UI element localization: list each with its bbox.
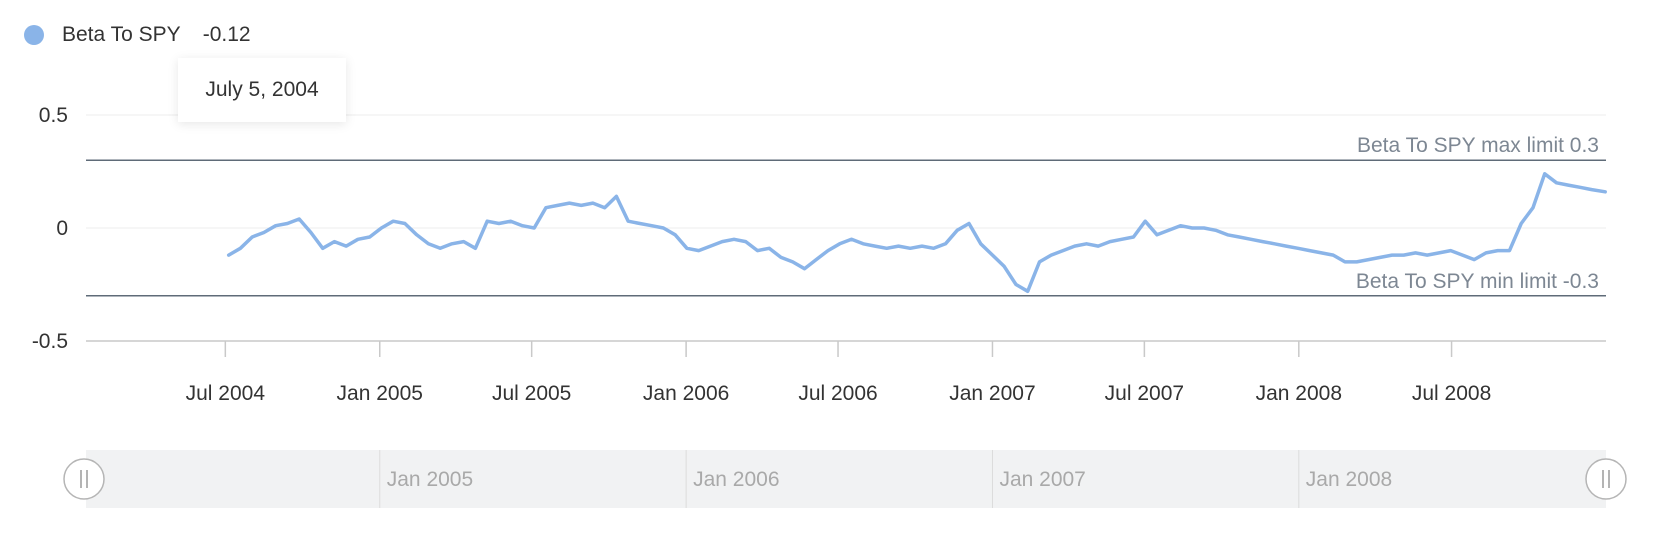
limit-label-1: Beta To SPY min limit -0.3 [1356,270,1599,293]
x-tick-label-5: Jan 2007 [949,382,1035,405]
navigator-background[interactable] [86,450,1606,508]
x-tick-label-8: Jul 2008 [1412,382,1491,405]
x-tick-label-4: Jul 2006 [798,382,877,405]
navigator-tick-label-2: Jan 2007 [999,468,1085,491]
y-tick-label-1: 0 [56,217,68,240]
legend-series-value: -0.12 [202,23,251,46]
navigator-left-handle[interactable] [63,458,105,500]
y-tick-label-2: -0.5 [32,330,68,353]
legend[interactable]: Beta To SPY -0.12 [24,18,251,52]
navigator-right-handle[interactable] [1585,458,1627,500]
y-tick-label-0: 0.5 [39,104,68,127]
gridlines [86,114,1606,229]
tooltip-date: July 5, 2004 [205,78,319,101]
limit-label-0: Beta To SPY max limit 0.3 [1357,134,1599,157]
x-tick-label-0: Jul 2004 [186,382,266,405]
axes: 0.5 0 -0.5 Jul 2004 Jan 2005 Jul 2005 Jan 2006… [32,104,1606,405]
navigator-tick-label-3: Jan 2008 [1306,468,1392,491]
legend-series-name: Beta To SPY [62,23,181,46]
navigator[interactable]: Jan 2005 Jan 2006 Jan 2007 Jan 2008 [63,450,1627,508]
navigator-tick-label-0: Jan 2005 [387,468,473,491]
x-tick-label-3: Jan 2006 [643,382,729,405]
x-tick-label-7: Jan 2008 [1256,382,1342,405]
x-tick-label-2: Jul 2005 [492,382,571,405]
legend-marker-icon [24,25,44,45]
series-layer [226,172,1607,294]
x-tick-label-6: Jul 2007 [1105,382,1184,405]
navigator-tick-label-1: Jan 2006 [693,468,779,491]
limit-lines: Beta To SPY max limit 0.3 Beta To SPY min… [86,134,1606,297]
series-line-0[interactable] [226,172,1607,294]
x-tick-label-1: Jan 2005 [337,382,423,405]
tooltip: July 5, 2004 [178,58,346,122]
